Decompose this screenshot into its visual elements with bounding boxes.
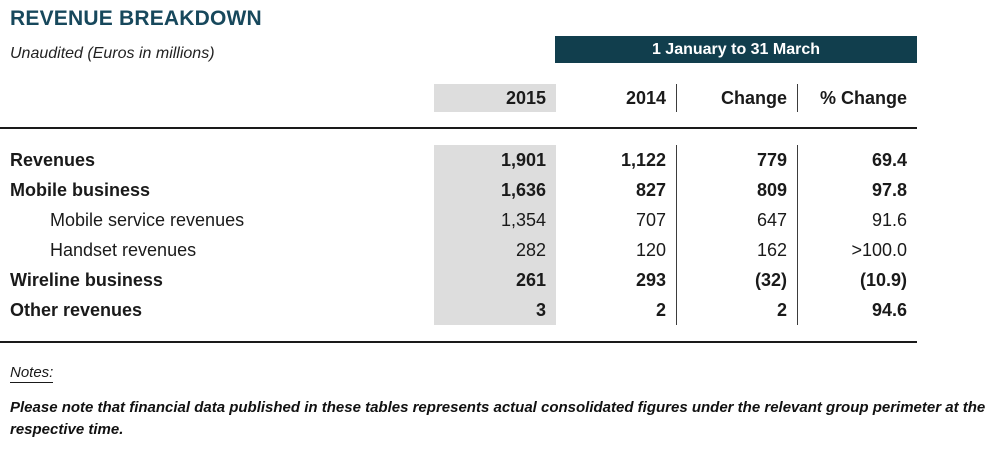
page-title: REVENUE BREAKDOWN bbox=[10, 7, 262, 30]
value-2015: 261 bbox=[434, 265, 556, 295]
value-pct-change: 91.6 bbox=[797, 205, 917, 235]
notes-heading: Notes: bbox=[10, 364, 54, 383]
value-2015: 3 bbox=[434, 295, 556, 325]
subheader-band: Unaudited (Euros in millions) 1 January … bbox=[0, 36, 1000, 63]
value-change: 779 bbox=[676, 145, 797, 175]
value-2014: 293 bbox=[635, 270, 666, 290]
row-label: Revenues bbox=[10, 150, 96, 170]
value-2014: 827 bbox=[635, 180, 666, 200]
value-pct-change: (10.9) bbox=[797, 265, 917, 295]
row-label: Handset revenues bbox=[50, 240, 197, 260]
value-pct-change: >100.0 bbox=[797, 235, 917, 265]
row-label: Wireline business bbox=[10, 270, 163, 290]
value-change: 647 bbox=[676, 205, 797, 235]
table-row: Handset revenues 282 120 162 >100.0 bbox=[0, 235, 917, 265]
table-row: Other revenues 3 2 2 94.6 bbox=[0, 295, 917, 325]
value-2015: 282 bbox=[434, 235, 556, 265]
table-row: Revenues 1,901 1,122 779 69.4 bbox=[0, 145, 917, 175]
value-2014: 120 bbox=[635, 240, 666, 260]
column-header-pct-change: % Change bbox=[797, 84, 917, 112]
notes-body: Please note that financial data publishe… bbox=[10, 399, 986, 438]
row-label: Other revenues bbox=[10, 300, 143, 320]
row-label: Mobile service revenues bbox=[50, 210, 245, 230]
value-2015: 1,901 bbox=[434, 145, 556, 175]
value-change: 809 bbox=[676, 175, 797, 205]
value-2015: 1,636 bbox=[434, 175, 556, 205]
table-row: Mobile service revenues 1,354 707 647 91… bbox=[0, 205, 917, 235]
period-banner: 1 January to 31 March bbox=[555, 36, 917, 63]
header-spacer bbox=[0, 84, 434, 112]
table-body: Revenues 1,901 1,122 779 69.4 Mobile bus… bbox=[0, 127, 917, 343]
column-header-change: Change bbox=[676, 84, 797, 112]
value-change: 2 bbox=[676, 295, 797, 325]
value-2014: 707 bbox=[635, 210, 666, 230]
value-change: (32) bbox=[676, 265, 797, 295]
value-2014: 1,122 bbox=[620, 150, 666, 170]
notes-section: Notes: Please note that financial data p… bbox=[10, 364, 1000, 441]
row-label: Mobile business bbox=[10, 180, 151, 200]
value-pct-change: 97.8 bbox=[797, 175, 917, 205]
value-2015: 1,354 bbox=[434, 205, 556, 235]
table-row: Mobile business 1,636 827 809 97.8 bbox=[0, 175, 917, 205]
unaudited-note: Unaudited (Euros in millions) bbox=[10, 45, 215, 62]
value-pct-change: 69.4 bbox=[797, 145, 917, 175]
revenue-table: 2015 2014 Change % Change Revenues 1,901… bbox=[0, 84, 917, 343]
column-header-2014: 2014 bbox=[625, 88, 666, 108]
value-change: 162 bbox=[676, 235, 797, 265]
table-header-row: 2015 2014 Change % Change bbox=[0, 84, 917, 112]
table-row: Wireline business 261 293 (32) (10.9) bbox=[0, 265, 917, 295]
value-pct-change: 94.6 bbox=[797, 295, 917, 325]
value-2014: 2 bbox=[655, 300, 666, 320]
column-header-2015: 2015 bbox=[434, 84, 556, 112]
